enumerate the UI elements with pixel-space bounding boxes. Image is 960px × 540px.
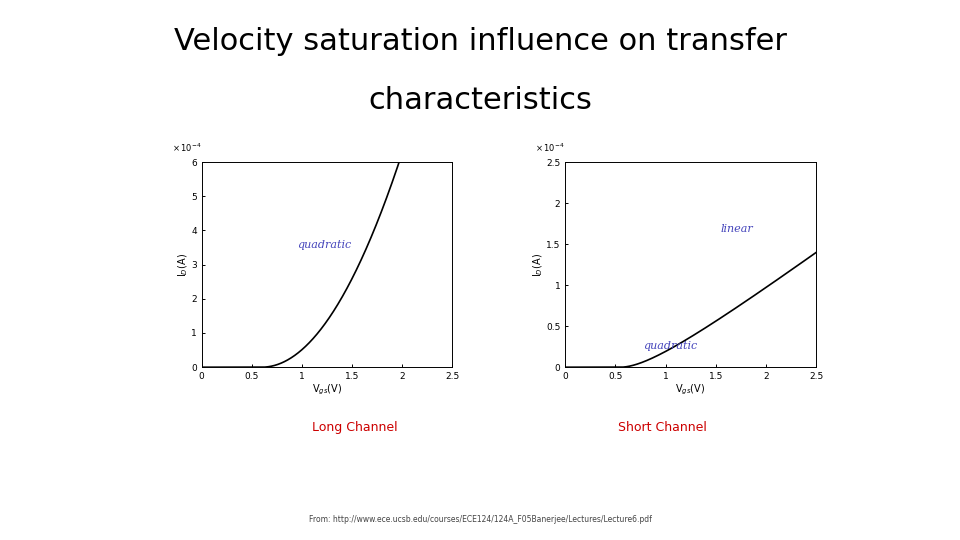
Text: $\times\,10^{-4}$: $\times\,10^{-4}$	[172, 141, 201, 154]
Text: quadratic: quadratic	[643, 341, 698, 351]
Text: Velocity saturation influence on transfer: Velocity saturation influence on transfe…	[174, 27, 786, 56]
Text: Long Channel: Long Channel	[312, 421, 398, 434]
Text: linear: linear	[721, 224, 754, 234]
Text: Short Channel: Short Channel	[618, 421, 707, 434]
Y-axis label: I$_D$(A): I$_D$(A)	[531, 253, 544, 276]
Text: $\times\,10^{-4}$: $\times\,10^{-4}$	[535, 141, 564, 154]
Text: From: http://www.ece.ucsb.edu/courses/ECE124/124A_F05Banerjee/Lectures/Lecture6.: From: http://www.ece.ucsb.edu/courses/EC…	[308, 515, 652, 524]
Text: characteristics: characteristics	[368, 86, 592, 116]
Y-axis label: I$_D$(A): I$_D$(A)	[176, 253, 189, 276]
X-axis label: V$_{gs}$(V): V$_{gs}$(V)	[676, 382, 706, 397]
Text: quadratic: quadratic	[297, 240, 351, 249]
X-axis label: V$_{gs}$(V): V$_{gs}$(V)	[312, 382, 342, 397]
